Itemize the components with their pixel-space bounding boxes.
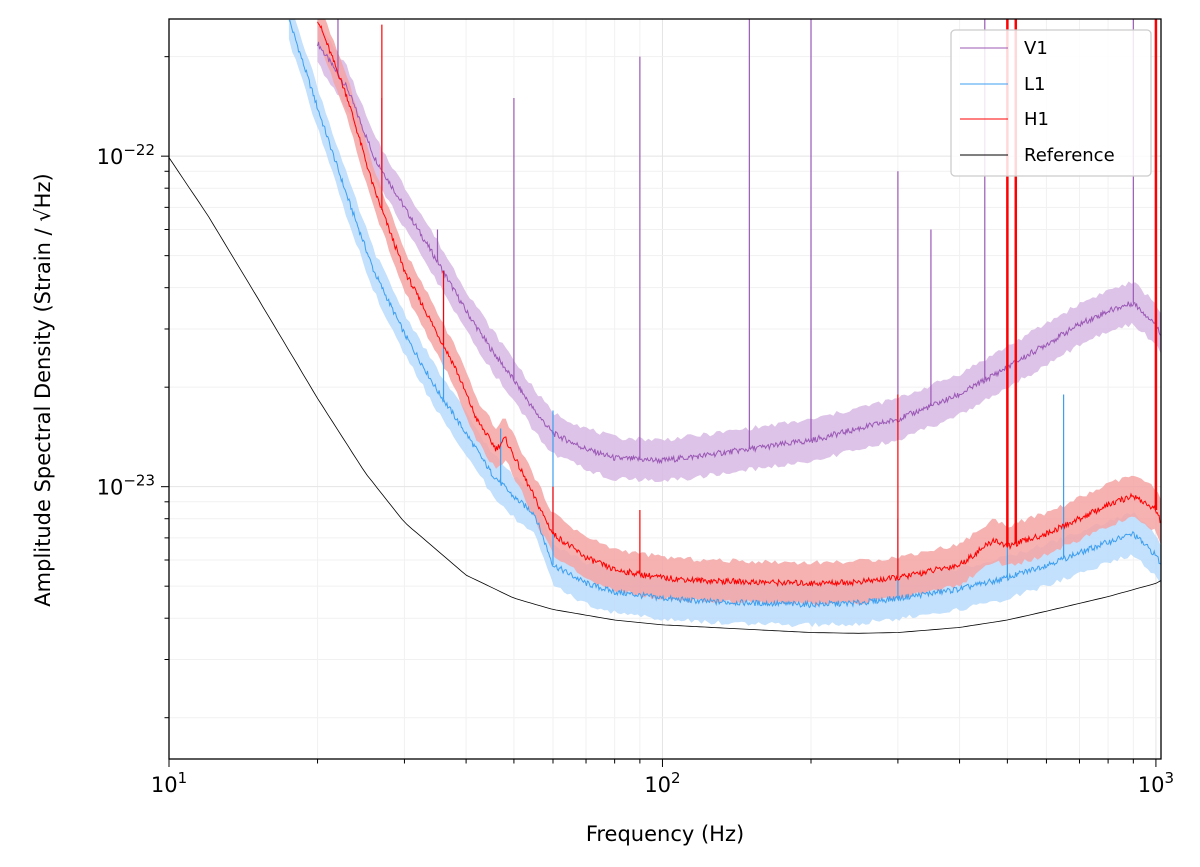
legend-label-v1: V1 (1024, 38, 1048, 59)
y-axis-label: Amplitude Spectral Density (Strain / √Hz… (31, 173, 55, 606)
x-tick-label: 101 (151, 769, 187, 797)
y-tick-label: 10−22 (97, 141, 155, 169)
legend-box (950, 29, 1152, 177)
legend-label-reference: Reference (1024, 145, 1115, 166)
line-l1 (288, 19, 1161, 609)
band-l1 (288, 19, 1161, 628)
x-axis-label: Frequency (Hz) (586, 822, 744, 846)
x-axis-ticks: 101 102 103 (151, 759, 1174, 797)
line-h1 (317, 21, 1161, 588)
y-axis-ticks: 10−23 10−22 (97, 56, 169, 719)
uncertainty-bands (288, 19, 1161, 628)
legend: V1 L1 H1 Reference (950, 29, 1152, 177)
x-tick-label: 102 (644, 769, 680, 797)
legend-label-l1: L1 (1024, 74, 1045, 95)
y-tick-label: 10−23 (97, 472, 155, 500)
x-tick-label: 103 (1138, 769, 1174, 797)
legend-label-h1: H1 (1024, 109, 1049, 130)
line-reference (169, 157, 1161, 634)
plot-frame (168, 18, 1162, 760)
line-v1 (317, 41, 1161, 465)
